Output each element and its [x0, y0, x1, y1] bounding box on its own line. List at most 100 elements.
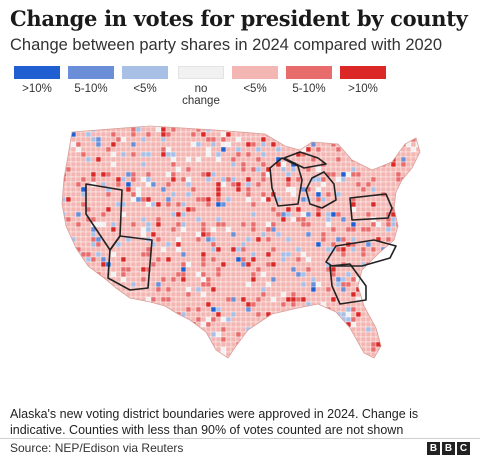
- county-cell: [65, 176, 72, 183]
- county-cell: [225, 271, 232, 278]
- county-cell: [390, 301, 397, 308]
- county-cell: [185, 296, 192, 303]
- county-cell: [135, 201, 142, 208]
- county-cell: [90, 171, 97, 178]
- county-cell: [410, 146, 417, 153]
- county-cell: [285, 216, 292, 223]
- county-cell: [250, 126, 257, 133]
- county-cell: [205, 241, 212, 248]
- county-cell: [145, 321, 152, 328]
- county-cell: [210, 296, 217, 303]
- county-cell: [85, 156, 92, 163]
- county-cell: [170, 151, 177, 158]
- county-cell: [110, 351, 117, 358]
- county-cell: [56, 132, 61, 137]
- county-cell: [406, 362, 411, 367]
- county-cell: [190, 341, 197, 348]
- county-cell: [260, 176, 267, 183]
- county-cell: [315, 316, 322, 323]
- county-cell: [235, 176, 242, 183]
- county-cell: [136, 362, 141, 367]
- state-outline-north-carolina: [325, 239, 397, 267]
- county-cell: [310, 241, 317, 248]
- county-cell: [345, 146, 352, 153]
- county-cell: [135, 181, 142, 188]
- county-cell: [300, 231, 307, 238]
- county-cell: [180, 196, 187, 203]
- county-cell: [421, 142, 426, 147]
- county-cell: [220, 256, 227, 263]
- county-cell: [320, 146, 327, 153]
- county-cell: [315, 146, 322, 153]
- county-cell: [170, 146, 177, 153]
- county-cell: [421, 267, 426, 272]
- county-cell: [315, 181, 322, 188]
- county-cell: [105, 136, 112, 143]
- county-cell: [140, 171, 147, 178]
- county-cell: [275, 291, 282, 298]
- county-cell: [325, 126, 332, 133]
- county-cell: [380, 206, 387, 213]
- county-cell: [241, 362, 246, 367]
- county-cell: [421, 147, 426, 152]
- county-cell: [340, 356, 347, 358]
- county-cell: [350, 356, 357, 358]
- county-cell: [300, 356, 307, 358]
- county-cell: [290, 341, 297, 348]
- county-cell: [300, 286, 307, 293]
- county-cell: [255, 151, 262, 158]
- county-cell: [215, 186, 222, 193]
- county-cell: [375, 251, 382, 258]
- county-cell: [205, 191, 212, 198]
- county-cell: [265, 126, 272, 133]
- county-cell: [385, 351, 392, 358]
- county-cell: [340, 226, 347, 233]
- county-cell: [380, 201, 387, 208]
- county-cell: [170, 286, 177, 293]
- county-cell: [70, 221, 77, 228]
- county-cell: [240, 256, 247, 263]
- county-cell: [415, 126, 420, 128]
- county-cell: [410, 236, 417, 243]
- county-cell: [335, 231, 342, 238]
- county-cell: [201, 362, 206, 367]
- county-cell: [360, 211, 367, 218]
- county-cell: [421, 222, 426, 227]
- county-cell: [405, 191, 412, 198]
- county-cell: [400, 126, 407, 128]
- county-cell: [250, 156, 257, 163]
- county-cell: [375, 246, 382, 253]
- county-cell: [145, 226, 152, 233]
- county-cell: [105, 176, 112, 183]
- county-cell: [260, 241, 267, 248]
- county-cell: [56, 162, 61, 167]
- county-cell: [295, 176, 302, 183]
- county-cell: [290, 311, 297, 318]
- county-cell: [125, 171, 132, 178]
- county-cell: [355, 301, 362, 308]
- county-cell: [85, 151, 92, 158]
- county-cell: [160, 356, 167, 358]
- county-cell: [330, 136, 337, 143]
- county-cell: [421, 297, 426, 302]
- county-cell: [325, 331, 332, 338]
- county-cell: [215, 286, 222, 293]
- county-cell: [225, 276, 232, 283]
- county-cell: [410, 296, 417, 303]
- county-cell: [240, 226, 247, 233]
- county-cell: [195, 356, 202, 358]
- county-cell: [90, 326, 97, 333]
- county-cell: [130, 211, 137, 218]
- county-cell: [75, 256, 82, 263]
- county-cell: [170, 331, 177, 338]
- county-cell: [120, 141, 127, 148]
- county-cell: [315, 281, 322, 288]
- county-cell: [150, 131, 157, 138]
- county-cell: [365, 276, 372, 283]
- county-cell: [200, 221, 207, 228]
- county-cell: [200, 356, 207, 358]
- county-cell: [415, 271, 420, 278]
- county-cell: [290, 346, 297, 353]
- county-cell: [120, 261, 127, 268]
- county-cell: [375, 151, 382, 158]
